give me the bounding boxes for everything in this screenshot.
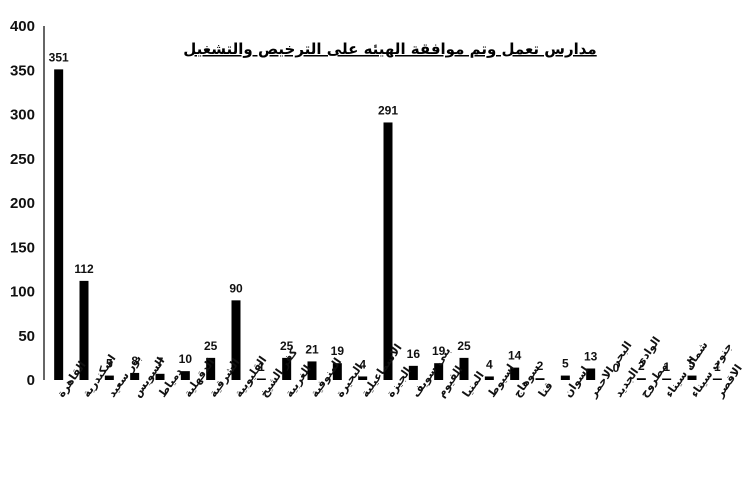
data-label: 5	[689, 357, 696, 371]
y-tick-label: 250	[10, 151, 35, 168]
data-label: 19	[331, 344, 345, 358]
bar	[434, 363, 444, 380]
data-label: 2	[638, 359, 645, 373]
data-label: 1	[714, 360, 721, 374]
y-tick-label: 300	[10, 107, 35, 124]
bar	[636, 378, 646, 380]
bar	[662, 378, 672, 380]
data-label: 1	[258, 360, 265, 374]
bar	[459, 357, 469, 380]
data-label: 291	[378, 103, 398, 117]
y-tick-label: 150	[10, 239, 35, 256]
bar	[408, 365, 418, 380]
y-tick-label: 200	[10, 195, 35, 212]
data-label: 90	[229, 281, 243, 295]
bar	[332, 363, 342, 380]
data-label: 19	[432, 344, 446, 358]
bar	[79, 280, 89, 380]
data-label: 2	[537, 359, 544, 373]
data-label: 112	[74, 262, 94, 276]
bar	[712, 378, 722, 380]
bar	[104, 375, 114, 380]
bar	[231, 300, 241, 380]
y-tick-label: 100	[10, 284, 35, 301]
data-label: 4	[486, 357, 493, 371]
y-tick-label: 350	[10, 62, 35, 79]
bar	[180, 371, 190, 380]
bar	[256, 378, 266, 380]
data-label: 13	[584, 349, 598, 363]
data-label: 25	[280, 339, 294, 353]
bar	[510, 367, 520, 380]
data-label: 25	[204, 339, 218, 353]
y-tick-label: 0	[27, 372, 35, 389]
bar	[307, 361, 317, 380]
y-tick-label: 400	[10, 18, 35, 35]
data-label: 4	[359, 357, 366, 371]
bars	[54, 69, 722, 381]
bar	[484, 376, 494, 380]
data-label: 351	[49, 50, 69, 64]
data-label: 7	[157, 355, 164, 369]
bar	[560, 375, 570, 380]
data-label: 0	[613, 361, 620, 375]
y-tick-label: 50	[18, 328, 35, 345]
data-label: 5	[106, 357, 113, 371]
bar	[54, 69, 64, 381]
chart-title: مدارس تعمل وتم موافقة الهيئه على الترخيص…	[183, 40, 596, 58]
data-label: 5	[562, 357, 569, 371]
data-label: 8	[131, 354, 138, 368]
data-label: 25	[457, 339, 471, 353]
bar	[130, 372, 140, 380]
data-label: 1	[663, 360, 670, 374]
data-label: 14	[508, 349, 522, 363]
bar	[155, 373, 165, 380]
bar	[687, 375, 697, 380]
bar	[358, 376, 368, 380]
data-label: 16	[407, 347, 421, 361]
bar	[383, 122, 393, 380]
bar	[535, 378, 545, 380]
bar	[206, 357, 216, 380]
data-label: 10	[179, 352, 193, 366]
bar	[282, 357, 292, 380]
x-tick-label: قنا	[536, 379, 556, 399]
y-axis: 0 50 100 150 200 250 300 350 400	[10, 18, 35, 389]
bar	[586, 368, 596, 380]
data-label: 21	[305, 342, 319, 356]
